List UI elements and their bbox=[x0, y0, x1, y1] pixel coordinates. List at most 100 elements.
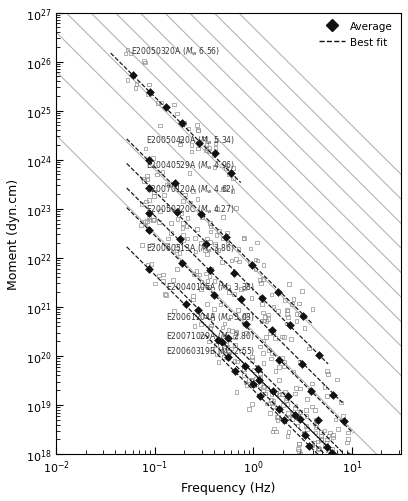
Point bbox=[242, 320, 248, 328]
Point bbox=[257, 392, 263, 400]
Point bbox=[260, 337, 267, 345]
Point bbox=[240, 235, 247, 243]
Point bbox=[180, 232, 186, 240]
Point bbox=[276, 391, 282, 399]
Point bbox=[211, 306, 217, 314]
Point bbox=[160, 271, 166, 279]
Point bbox=[270, 328, 276, 336]
Point bbox=[249, 400, 255, 408]
Point bbox=[151, 188, 157, 196]
Point bbox=[293, 318, 300, 326]
Point bbox=[202, 241, 209, 249]
Point bbox=[306, 345, 313, 353]
Point bbox=[232, 368, 239, 376]
Point bbox=[232, 341, 239, 349]
Point bbox=[264, 384, 271, 392]
Point bbox=[268, 349, 275, 357]
Point bbox=[144, 175, 151, 183]
Point bbox=[323, 455, 329, 463]
Point bbox=[284, 432, 291, 440]
Point bbox=[148, 261, 155, 269]
Point bbox=[324, 467, 330, 475]
Point bbox=[282, 396, 289, 404]
Point bbox=[379, 500, 385, 501]
Point bbox=[346, 451, 352, 459]
Point bbox=[323, 439, 330, 447]
Point bbox=[284, 307, 291, 315]
Point bbox=[276, 357, 282, 365]
Point bbox=[144, 172, 150, 180]
Point bbox=[160, 169, 166, 177]
Point bbox=[204, 277, 211, 285]
Point bbox=[341, 470, 348, 478]
Point bbox=[143, 198, 149, 206]
Point bbox=[176, 249, 183, 258]
Point bbox=[270, 402, 277, 410]
Point bbox=[303, 422, 310, 430]
Point bbox=[223, 233, 230, 241]
Point bbox=[295, 445, 302, 453]
Point bbox=[251, 381, 257, 389]
Point bbox=[337, 399, 344, 407]
Point bbox=[220, 213, 226, 221]
Point bbox=[194, 195, 201, 203]
Point bbox=[248, 376, 255, 384]
Point bbox=[124, 77, 131, 85]
Point bbox=[315, 351, 322, 359]
Point bbox=[359, 480, 365, 488]
Point bbox=[262, 390, 268, 398]
Point bbox=[281, 358, 287, 366]
Point bbox=[330, 434, 337, 442]
Point bbox=[317, 436, 324, 444]
Point bbox=[297, 359, 304, 367]
Point bbox=[255, 376, 262, 384]
Point bbox=[263, 317, 270, 325]
Point bbox=[246, 260, 253, 268]
Point bbox=[225, 334, 231, 342]
Point bbox=[224, 353, 231, 361]
Point bbox=[312, 416, 319, 424]
Point bbox=[316, 444, 322, 452]
Point bbox=[248, 353, 255, 361]
Point bbox=[328, 449, 335, 457]
Point bbox=[178, 259, 185, 267]
Point bbox=[353, 482, 359, 490]
Point bbox=[207, 267, 214, 275]
Point bbox=[191, 322, 198, 330]
Point bbox=[232, 333, 238, 341]
Point bbox=[271, 425, 277, 433]
Point bbox=[211, 292, 217, 300]
Point bbox=[154, 171, 160, 179]
Point bbox=[325, 370, 331, 378]
Point bbox=[339, 488, 346, 496]
Point bbox=[280, 401, 286, 409]
Point bbox=[193, 225, 200, 233]
Point bbox=[315, 444, 322, 452]
Point bbox=[311, 439, 317, 447]
Text: E20040529A ($M_{\mathrm{w}}$ 4.96): E20040529A ($M_{\mathrm{w}}$ 4.96) bbox=[146, 159, 235, 171]
Point bbox=[213, 351, 220, 359]
Point bbox=[199, 214, 205, 222]
Point bbox=[372, 476, 378, 484]
Point bbox=[178, 210, 185, 218]
Point bbox=[330, 391, 336, 399]
Point bbox=[378, 500, 385, 501]
Point bbox=[241, 365, 248, 373]
Point bbox=[366, 478, 373, 486]
Point bbox=[274, 416, 281, 424]
Point bbox=[219, 324, 226, 332]
Point bbox=[226, 289, 232, 297]
Text: E20060513A ($M_{\mathrm{w}}$ 3.86): E20060513A ($M_{\mathrm{w}}$ 3.86) bbox=[146, 242, 235, 255]
Point bbox=[318, 432, 324, 440]
Point bbox=[314, 462, 320, 470]
Point bbox=[177, 137, 184, 145]
Point bbox=[294, 414, 301, 422]
Point bbox=[272, 334, 279, 342]
Point bbox=[180, 220, 186, 228]
Text: E20050420A ($M_{\mathrm{w}}$ 5.34): E20050420A ($M_{\mathrm{w}}$ 5.34) bbox=[146, 134, 235, 147]
Point bbox=[214, 205, 220, 213]
Point bbox=[253, 375, 259, 383]
Point bbox=[263, 400, 270, 408]
Point bbox=[164, 181, 170, 189]
Point bbox=[290, 368, 297, 376]
